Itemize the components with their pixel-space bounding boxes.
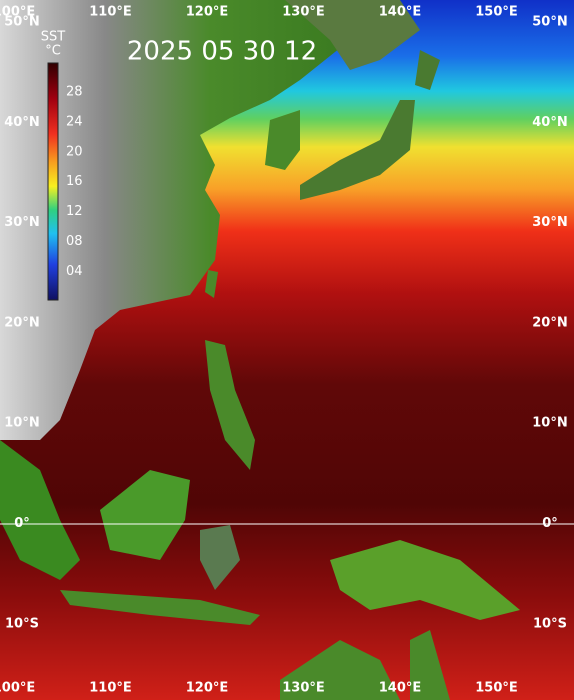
lat-label-left: 50°N bbox=[4, 15, 39, 30]
map-title: 2025 05 30 12 bbox=[127, 37, 317, 67]
colorbar-label: 24 bbox=[66, 114, 83, 129]
land-philippines bbox=[205, 340, 255, 470]
colorbar-label: 16 bbox=[66, 174, 83, 189]
lon-label-bottom: 150°E bbox=[475, 681, 518, 696]
lon-label-top: 120°E bbox=[186, 5, 229, 20]
colorbar-label: 28 bbox=[66, 85, 83, 100]
lon-label-bottom: 140°E bbox=[379, 681, 422, 696]
lon-label-bottom: 100°E bbox=[0, 681, 35, 696]
lat-label-right: 10°N bbox=[532, 416, 567, 431]
lat-label-left: 10°S bbox=[5, 616, 39, 631]
colorbar bbox=[47, 62, 59, 301]
lat-label-right: 40°N bbox=[532, 115, 567, 130]
lon-label-bottom: 110°E bbox=[89, 681, 132, 696]
colorbar-label: 12 bbox=[66, 204, 83, 219]
land-sulawesi bbox=[200, 525, 240, 590]
lat-label-right: 10°S bbox=[533, 616, 567, 631]
colorbar-label: 08 bbox=[66, 234, 83, 249]
land-australia bbox=[280, 640, 400, 700]
land-sumatra bbox=[0, 440, 80, 580]
land-asia bbox=[0, 0, 350, 440]
land-russia bbox=[285, 0, 420, 70]
lon-label-top: 110°E bbox=[89, 5, 132, 20]
lat-label-right: 20°N bbox=[532, 315, 567, 330]
colorbar-label: 20 bbox=[66, 144, 83, 159]
lat-label-right: 50°N bbox=[532, 15, 567, 30]
lon-label-top: 130°E bbox=[282, 5, 325, 20]
land-cape-york bbox=[410, 630, 450, 700]
lon-label-top: 140°E bbox=[379, 5, 422, 20]
land-new-guinea bbox=[330, 540, 520, 620]
land-hokkaido bbox=[415, 50, 440, 90]
lat-label-left: 10°N bbox=[4, 416, 39, 431]
lon-label-top: 100°E bbox=[0, 5, 35, 20]
colorbar-title: SST bbox=[41, 30, 66, 45]
lat-label-left: 0° bbox=[14, 516, 30, 531]
land-java bbox=[60, 590, 260, 625]
lat-label-right: 30°N bbox=[532, 215, 567, 230]
lon-label-top: 150°E bbox=[475, 5, 518, 20]
lon-label-bottom: 130°E bbox=[282, 681, 325, 696]
land-borneo bbox=[100, 470, 190, 560]
lat-label-left: 30°N bbox=[4, 215, 39, 230]
colorbar-unit: °C bbox=[45, 44, 61, 59]
land-korea bbox=[265, 110, 300, 170]
colorbar-label: 04 bbox=[66, 264, 83, 279]
lat-label-left: 40°N bbox=[4, 115, 39, 130]
lat-label-right: 0° bbox=[542, 516, 558, 531]
lat-label-left: 20°N bbox=[4, 315, 39, 330]
lon-label-bottom: 120°E bbox=[186, 681, 229, 696]
land-japan bbox=[300, 100, 415, 200]
land-taiwan bbox=[205, 270, 218, 298]
